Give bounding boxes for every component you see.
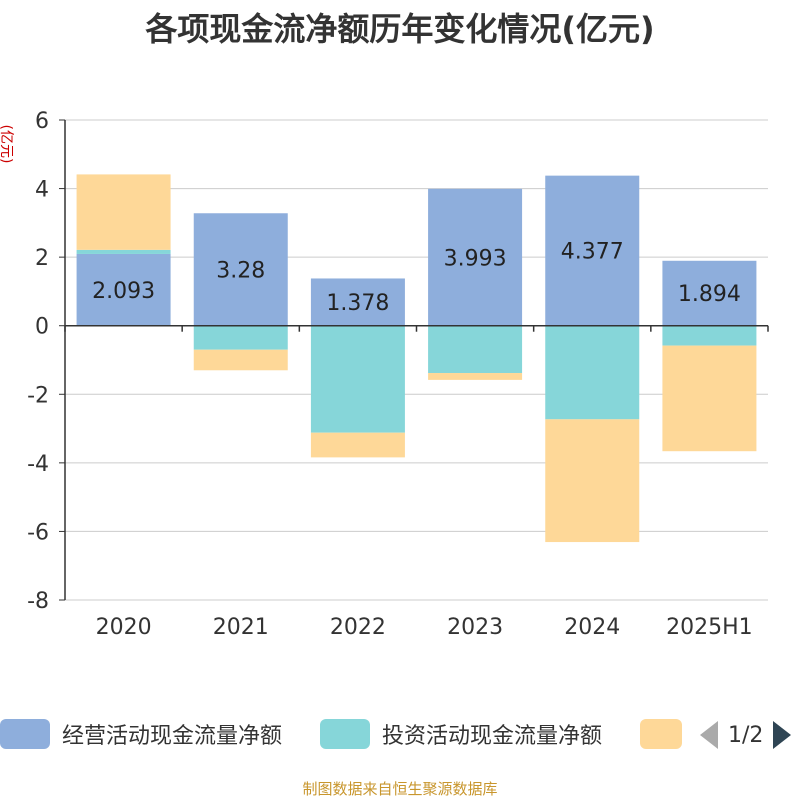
- bar-operating: [76, 253, 171, 326]
- bar-investing: [428, 325, 523, 374]
- chart-title: 各项现金流净额历年变化情况(亿元): [145, 10, 655, 48]
- legend-swatch-operating: [0, 719, 50, 749]
- x-tick-label: 2022: [330, 615, 386, 640]
- y-tick-label: -6: [27, 520, 49, 545]
- legend-label-investing: 投资活动现金流量净额: [382, 724, 603, 749]
- bar-financing: [76, 174, 171, 250]
- pager-text: 1/2: [728, 722, 764, 748]
- legend-item-financing[interactable]: [640, 716, 682, 752]
- y-tick-label: -4: [27, 452, 49, 477]
- y-tick-label: -8: [27, 589, 49, 614]
- bar-operating: [428, 188, 523, 326]
- x-tick-label: 2024: [564, 615, 620, 640]
- bar-operating: [193, 213, 288, 326]
- bar-operating: [310, 278, 405, 326]
- bar-financing: [662, 345, 757, 452]
- y-axis-label: (亿元): [0, 125, 14, 164]
- bar-investing: [310, 325, 405, 433]
- data-label: 1.894: [678, 282, 741, 307]
- x-tick-label: 2020: [96, 615, 152, 640]
- x-tick-label: 2023: [447, 615, 503, 640]
- source-note: 制图数据来自恒生聚源数据库: [302, 780, 498, 798]
- data-label: 1.378: [326, 291, 389, 316]
- legend-label-operating: 经营活动现金流量净额: [62, 724, 283, 749]
- bar-financing: [545, 419, 640, 543]
- legend-item-operating[interactable]: 经营活动现金流量净额: [0, 716, 282, 752]
- bar-investing: [193, 325, 288, 350]
- data-label: 3.28: [216, 258, 265, 283]
- bar-investing: [76, 249, 171, 254]
- pager-prev-icon[interactable]: [700, 721, 718, 749]
- x-tick-label: 2021: [213, 615, 269, 640]
- data-label: 4.377: [561, 240, 624, 265]
- y-tick-label: 2: [35, 246, 49, 271]
- bar-operating: [662, 260, 757, 326]
- legend-swatch-investing: [320, 719, 370, 749]
- bar-financing: [310, 432, 405, 458]
- x-tick-label: 2025H1: [666, 615, 753, 640]
- y-tick-label: 0: [35, 315, 49, 340]
- legend-pager: 1/2: [700, 718, 792, 752]
- pager-next-icon[interactable]: [773, 721, 792, 749]
- bar-operating: [545, 175, 640, 326]
- y-tick-label: 4: [35, 178, 49, 203]
- bar-financing: [193, 349, 288, 371]
- data-label: 3.993: [444, 246, 507, 271]
- y-tick-label: -2: [27, 383, 49, 408]
- y-tick-label: 6: [35, 109, 49, 134]
- legend-swatch-financing: [640, 719, 682, 749]
- legend-item-investing[interactable]: 投资活动现金流量净额: [320, 716, 602, 752]
- bar-investing: [662, 325, 757, 346]
- bar-financing: [428, 373, 523, 380]
- data-label: 2.093: [92, 279, 155, 304]
- bar-investing: [545, 325, 640, 420]
